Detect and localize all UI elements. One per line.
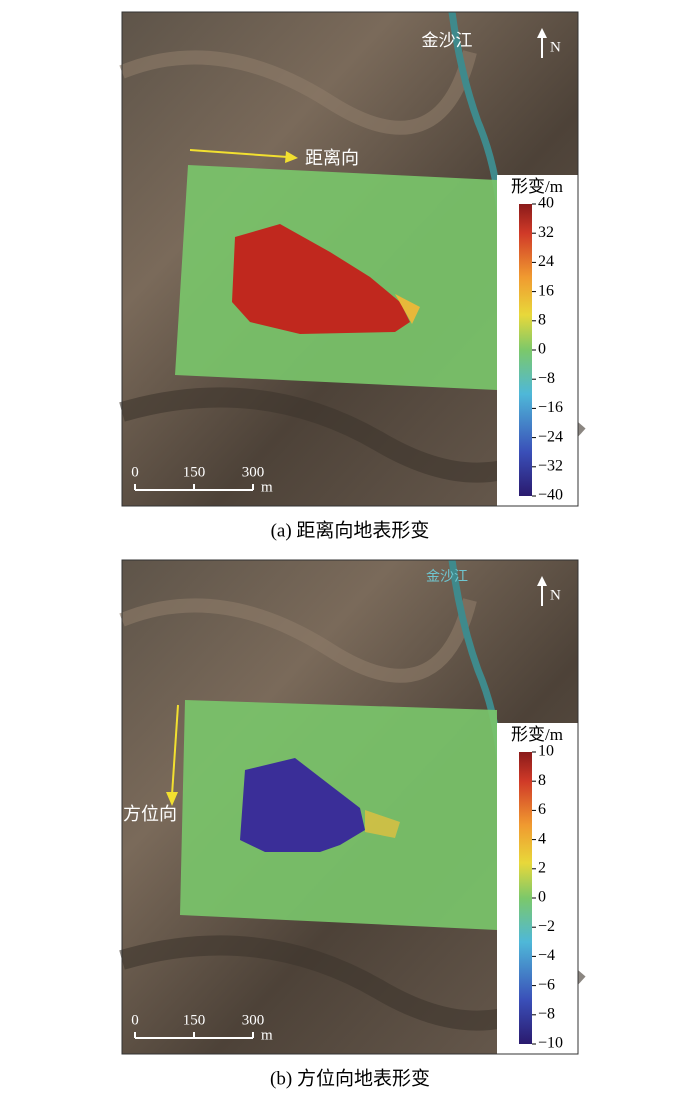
- caption: (a) 距离向地表形变: [271, 519, 430, 541]
- colorbar-box: [497, 723, 578, 1054]
- scale-label: 150: [183, 464, 206, 480]
- scale-label: 0: [131, 1012, 139, 1028]
- colorbar-tick-label: −40: [538, 487, 563, 504]
- colorbar-tick-label: −8: [538, 1005, 555, 1022]
- deformation-zone: [232, 224, 410, 334]
- panel-border: [121, 559, 579, 1055]
- colorbar-tick-label: 4: [538, 830, 546, 847]
- colorbar-tick-label: 8: [538, 311, 546, 328]
- scale-label: 300: [242, 1012, 265, 1028]
- colorbar-tick-label: −2: [538, 918, 555, 935]
- colorbar-title: 形变/m: [511, 177, 563, 196]
- north-arrow-head: [537, 28, 547, 38]
- ridge: [119, 50, 477, 135]
- caption: (b) 方位向地表形变: [270, 1067, 430, 1089]
- north-label: N: [550, 587, 561, 603]
- deformation-zone: [240, 758, 365, 852]
- scale-label: 300: [242, 464, 265, 480]
- river-label: 金沙江: [422, 31, 473, 50]
- colorbar-tick-label: 0: [538, 889, 546, 906]
- colorbar-tick-label: 16: [538, 282, 554, 299]
- direction-arrow-head: [166, 792, 178, 806]
- colorbar-box: [497, 175, 578, 506]
- scale-unit: m: [261, 479, 273, 495]
- colorbar-tick-label: 40: [538, 195, 554, 212]
- colorbar-tick-label: 8: [538, 772, 546, 789]
- scale-label: 150: [183, 1012, 206, 1028]
- direction-arrow: [171, 704, 179, 796]
- colorbar-tick-label: 0: [538, 341, 546, 358]
- direction-label: 距离向: [305, 148, 359, 168]
- transition-zone: [395, 294, 420, 324]
- colorbar-tick-label: 6: [538, 801, 546, 818]
- scale-label: 0: [131, 464, 139, 480]
- colorbar-tick-label: 24: [538, 253, 554, 270]
- colorbar-tick-label: 32: [538, 224, 554, 241]
- north-arrow-head: [537, 576, 547, 586]
- ridge: [119, 598, 477, 683]
- river-label: 金沙江: [426, 569, 468, 585]
- colorbar-tick-label: −4: [538, 947, 555, 964]
- colorbar-tick-label: −6: [538, 976, 555, 993]
- colorbar-tick-label: 2: [538, 859, 546, 876]
- colorbar-tick-label: 10: [538, 743, 554, 760]
- transition-zone: [365, 810, 400, 838]
- colorbar-tick-label: −24: [538, 428, 563, 445]
- colorbar-tick-label: −32: [538, 457, 563, 474]
- colorbar-tick-label: −8: [538, 370, 555, 387]
- scale-unit: m: [261, 1027, 273, 1043]
- north-label: N: [550, 39, 561, 55]
- direction-arrow-head: [285, 151, 298, 163]
- direction-label: 方位向: [123, 804, 177, 824]
- colorbar-tick-label: −10: [538, 1035, 563, 1052]
- colorbar-title: 形变/m: [511, 725, 563, 744]
- colorbar-tick-label: −16: [538, 399, 563, 416]
- panel-border: [121, 11, 579, 507]
- colorbar: [519, 204, 532, 496]
- colorbar: [519, 752, 532, 1044]
- direction-arrow: [189, 149, 289, 158]
